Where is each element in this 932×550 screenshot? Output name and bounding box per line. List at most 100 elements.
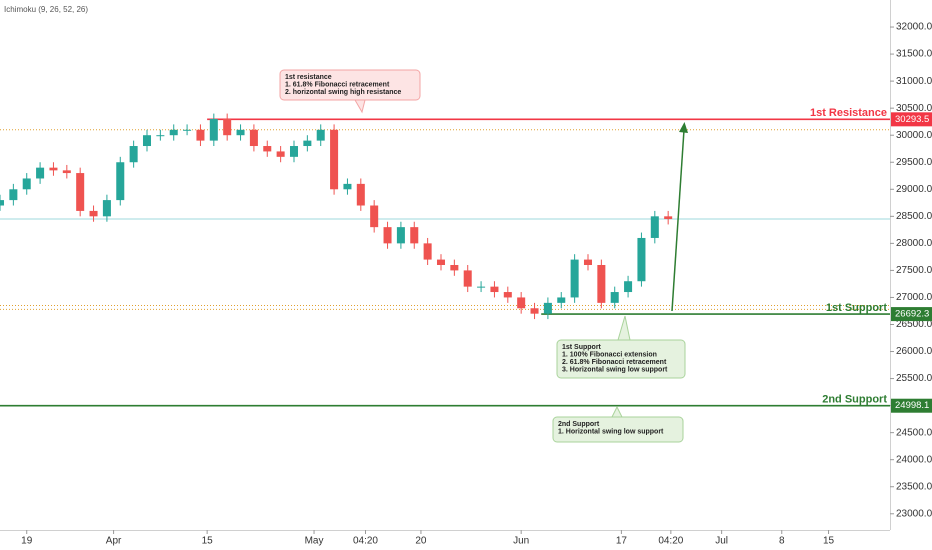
candle-body — [129, 146, 138, 163]
candles-layer — [0, 113, 673, 320]
level-name: 2nd Support — [822, 394, 887, 406]
candle-body — [570, 259, 579, 298]
y-tick-label: 30000.0 — [896, 130, 932, 141]
callout-text: 3. Horizontal swing low support — [562, 366, 668, 373]
candle-body — [183, 129, 192, 131]
callout-text: 2. horizontal swing high resistance — [285, 89, 401, 96]
axis-layer: 23000.023500.024000.024500.025000.025500… — [21, 22, 932, 547]
y-tick-label: 26500.0 — [896, 319, 932, 330]
callout-text: 2nd Support — [558, 421, 600, 428]
candle-body — [664, 216, 673, 220]
x-tick-label: 20 — [415, 536, 427, 547]
candle-body — [650, 216, 659, 238]
x-tick-label: 19 — [21, 536, 33, 547]
candle-body — [289, 146, 299, 157]
candle-body — [169, 129, 178, 136]
x-tick-label: 17 — [616, 536, 628, 547]
x-tick-label: 15 — [823, 536, 835, 547]
candle-body — [142, 135, 152, 147]
candle-body — [196, 129, 205, 141]
candle-body — [583, 259, 592, 265]
candle-body — [383, 227, 392, 244]
candle-body — [477, 286, 486, 288]
y-tick-label: 25500.0 — [896, 373, 932, 384]
candle-body — [49, 167, 58, 171]
callout-text: 2. 61.8% Fibonacci retracement — [562, 359, 667, 366]
candle-body — [303, 140, 312, 147]
candle-body — [209, 118, 218, 141]
y-tick-label: 32000.0 — [896, 22, 932, 33]
lines-layer: 1st Resistance 1st Support 2nd Support — [0, 107, 890, 407]
callout-text: 1st Support — [562, 344, 602, 351]
x-tick-label: Jul — [715, 536, 728, 547]
y-tick-label: 27000.0 — [896, 292, 932, 303]
callout-text: 1st resistance — [285, 74, 332, 81]
callout-text: 1. 100% Fibonacci extension — [562, 351, 657, 358]
candle-body — [503, 292, 512, 298]
candle-body — [610, 292, 619, 303]
candle-body — [423, 243, 432, 260]
price-tag-label: 24998.1 — [895, 400, 929, 411]
candle-body — [156, 135, 165, 137]
x-tick-label: 04:20 — [658, 536, 683, 547]
candle-body — [530, 308, 539, 314]
candle-body — [102, 200, 111, 217]
level-name: 1st Resistance — [810, 107, 887, 119]
candle-body — [343, 183, 352, 190]
level-name: 1st Support — [826, 302, 887, 314]
candle-body — [22, 178, 31, 190]
candle-body — [597, 265, 606, 303]
y-tick-label: 26000.0 — [896, 346, 932, 357]
price-tag — [891, 398, 932, 413]
candle-body — [490, 286, 499, 293]
x-tick-label: 04:20 — [353, 536, 378, 547]
price-tag-label: 30293.5 — [895, 114, 929, 125]
arrow-head — [679, 122, 688, 133]
price-tag — [891, 112, 932, 127]
x-tick-label: 15 — [202, 536, 214, 547]
callout-pointer — [354, 99, 366, 114]
y-tick-label: 23000.0 — [896, 508, 932, 519]
candle-body — [557, 297, 566, 303]
y-tick-label: 28000.0 — [896, 238, 932, 249]
candle-body — [249, 129, 258, 147]
candle-body — [0, 200, 5, 206]
candle-body — [543, 302, 552, 314]
candle-body — [9, 189, 18, 201]
callout-text: 1. 61.8% Fibonacci retracement — [285, 81, 390, 88]
x-tick-label: Jun — [513, 536, 529, 547]
y-tick-label: 24500.0 — [896, 427, 932, 438]
price-tag — [891, 307, 932, 322]
candle-body — [316, 129, 325, 141]
callout-box — [279, 69, 421, 101]
candle-body — [624, 281, 633, 293]
candle-body — [236, 129, 245, 136]
price-tag-label: 26692.3 — [895, 309, 929, 320]
y-tick-label: 29000.0 — [896, 184, 932, 195]
candle-body — [76, 173, 85, 211]
candle-body — [263, 146, 272, 152]
callout-text: 1. Horizontal swing low support — [558, 428, 664, 435]
indicator-label: Ichimoku (9, 26, 52, 26) — [4, 5, 88, 14]
y-tick-label: 31000.0 — [896, 76, 932, 87]
candle-body — [116, 162, 125, 201]
candle-body — [370, 205, 379, 228]
y-tick-label: 30500.0 — [896, 103, 932, 114]
x-tick-label: Apr — [106, 536, 122, 547]
candle-body — [330, 129, 339, 190]
x-tick-label: 8 — [779, 536, 785, 547]
candle-body — [450, 265, 459, 271]
candle-body — [410, 227, 419, 244]
callout-pointer — [611, 405, 623, 418]
candle-body — [36, 167, 45, 179]
y-tick-label: 23500.0 — [896, 481, 932, 492]
candle-body — [436, 259, 445, 265]
projection-arrow — [671, 129, 685, 312]
candle-body — [517, 297, 526, 309]
candle-body — [396, 227, 405, 244]
candle-body — [276, 151, 285, 157]
x-tick-label: May — [305, 536, 324, 547]
candle-body — [223, 118, 232, 136]
